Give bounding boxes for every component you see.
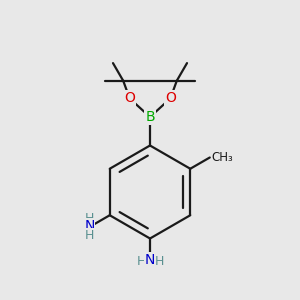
Text: H: H <box>85 212 94 225</box>
Text: N: N <box>145 253 155 267</box>
Text: H: H <box>85 229 94 242</box>
Text: O: O <box>124 92 135 105</box>
Text: H: H <box>136 255 146 268</box>
Text: H: H <box>154 255 164 268</box>
Text: CH₃: CH₃ <box>211 151 233 164</box>
Text: B: B <box>145 110 155 124</box>
Text: N: N <box>84 219 95 233</box>
Text: O: O <box>165 92 176 105</box>
